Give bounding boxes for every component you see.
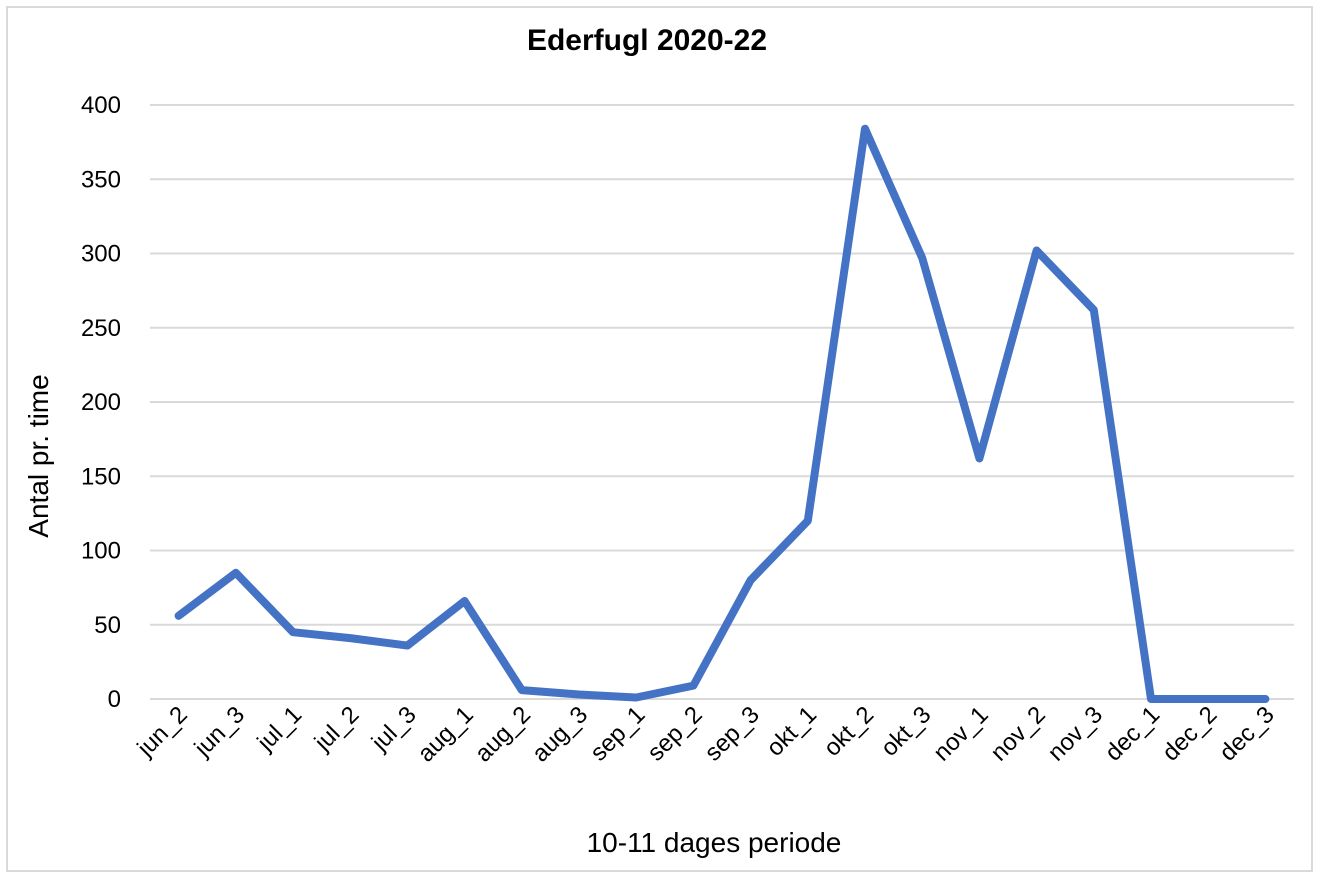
- series-line: [174, 124, 1270, 703]
- y-tick-label: 350: [81, 166, 121, 193]
- x-tick-label: aug_2: [470, 701, 536, 767]
- x-tick-label: jun_3: [189, 701, 250, 762]
- chart-title: Ederfugl 2020-22: [527, 24, 767, 57]
- x-tick-label: nov_1: [928, 701, 993, 766]
- x-tick-label: sep_3: [700, 701, 765, 766]
- x-axis-label: 10-11 dages periode: [587, 827, 842, 858]
- x-tick-label: sep_1: [585, 701, 650, 766]
- y-tick-label: 400: [81, 92, 121, 119]
- y-tick-label: 100: [81, 538, 121, 565]
- y-tick-label: 0: [108, 686, 121, 713]
- y-tick-label: 250: [81, 315, 121, 342]
- y-axis-ticks: 0 50 100 150 200 250 300 350 400: [81, 92, 121, 713]
- y-tick-label: 50: [94, 612, 121, 639]
- y-tick-label: 200: [81, 389, 121, 416]
- y-tick-label: 300: [81, 241, 121, 268]
- gridlines: [150, 104, 1294, 700]
- chart-frame: [6, 6, 1313, 872]
- x-tick-label: jun_2: [132, 701, 193, 762]
- x-tick-label: jul_1: [252, 701, 308, 757]
- x-tick-label: aug_1: [413, 701, 479, 767]
- y-axis-label: Antal pr. time: [23, 374, 54, 537]
- x-tick-label: jul_2: [309, 701, 365, 757]
- y-tick-label: 150: [81, 463, 121, 490]
- x-tick-label: nov_2: [986, 701, 1051, 766]
- series-group: [174, 124, 1270, 703]
- x-tick-label: okt_1: [761, 701, 822, 762]
- x-tick-label: okt_3: [876, 701, 937, 762]
- x-tick-label: aug_3: [527, 701, 593, 767]
- x-tick-label: nov_3: [1043, 701, 1108, 766]
- x-tick-label: sep_2: [642, 701, 707, 766]
- x-tick-label: dec_1: [1100, 701, 1165, 766]
- x-tick-label: dec_3: [1214, 701, 1279, 766]
- x-tick-label: dec_2: [1157, 701, 1222, 766]
- x-tick-label: okt_2: [819, 701, 880, 762]
